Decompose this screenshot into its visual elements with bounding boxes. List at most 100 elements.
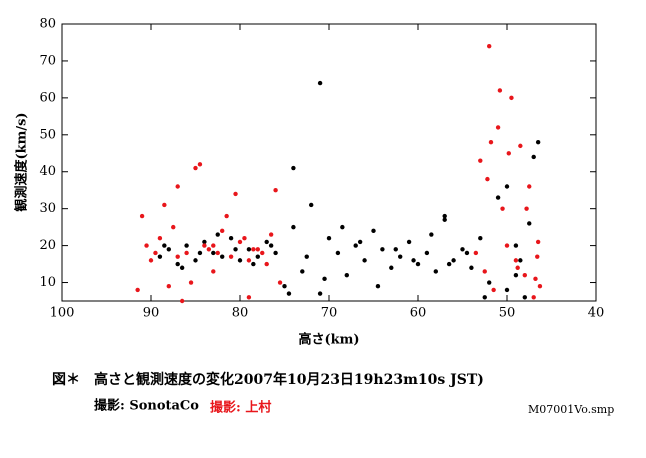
scatter-point [211,269,216,274]
scatter-point [228,254,234,259]
scatter-point [202,243,207,248]
scatter-point [255,254,260,259]
y-tick-label: 30 [39,201,56,216]
y-tick-label: 50 [39,127,56,142]
scatter-point [504,184,510,189]
legend-label: 撮影: SonotaCo [94,398,199,414]
scatter-point [246,258,252,263]
scatter-point [424,250,430,256]
scatter-point [362,258,367,263]
scatter-point [497,88,503,93]
scatter-point [460,247,465,252]
scatter-point [188,280,194,285]
scatter-point [193,165,198,171]
scatter-point [482,269,487,274]
scatter-point [527,221,532,226]
scatter-point [442,213,447,219]
scatter-point [411,258,416,263]
scatter-point [357,239,363,245]
scatter-point [433,269,438,274]
scatter-point [446,261,452,267]
y-tick-label: 20 [39,238,56,253]
x-tick-label: 60 [410,306,427,321]
scatter-point [197,162,203,167]
legend-label: 撮影: 上村 [210,400,271,416]
scatter-point [304,254,309,259]
scatter-point [375,284,381,289]
scatter-point [335,250,341,256]
scatter-point [531,295,536,300]
scatter-point [429,232,434,237]
scatter-point [139,213,145,219]
x-tick-label: 100 [50,306,75,321]
scatter-point [228,236,234,241]
scatter-point [251,247,256,252]
scatter-point [393,247,398,252]
scatter-point [469,265,474,270]
scatter-point [277,280,283,285]
file-label: M07001Vo.smp [528,403,614,416]
scatter-point [162,243,167,248]
scatter-point [215,250,220,256]
scatter-point [291,224,296,230]
scatter-point [513,272,519,278]
scatter-point [286,291,292,296]
scatter-point [273,250,278,256]
scatter-point [513,243,519,248]
scatter-point [268,243,274,248]
y-tick-label: 60 [39,90,56,105]
scatter-point [478,236,483,241]
scatter-point [451,258,456,263]
scatter-point [478,158,483,163]
scatter-point [398,254,403,259]
scatter-point [531,154,536,160]
scatter-point [215,232,220,237]
scatter-point [506,151,511,156]
scatter-point [135,287,140,293]
scatter-point [179,265,185,270]
scatter-point [482,295,487,300]
scatter-point [260,250,265,256]
scatter-point [504,243,510,248]
scatter-point [524,206,529,211]
scatter-point [491,287,496,293]
x-axis-label: 高さ(km) [298,332,359,348]
scatter-point [487,280,492,285]
scatter-point [175,254,180,259]
x-tick-label: 80 [232,306,249,321]
scatter-point [157,254,163,259]
y-tick-label: 70 [39,53,56,68]
scatter-point [157,236,163,241]
scatter-point [406,239,412,245]
scatter-point [273,188,278,193]
scatter-point [371,228,376,234]
scatter-point [211,243,216,248]
scatter-point [291,165,296,171]
scatter-point [242,236,247,241]
scatter-point [522,295,527,300]
y-tick-label: 80 [39,17,56,32]
scatter-point [255,247,260,252]
scatter-point [513,258,519,263]
caption: 図＊ 高さと観測速度の変化2007年10月23日19h23m10s JST) [52,371,484,388]
scatter-point [300,269,305,274]
x-tick-label: 50 [499,306,516,321]
scatter-point [473,250,479,256]
scatter-point [148,258,154,263]
scatter-point [246,247,252,252]
scatter-point [184,243,189,248]
scatter-point [464,250,470,256]
scatter-point [535,254,540,259]
y-tick-label: 40 [39,164,56,179]
scatter-point [144,243,149,248]
scatter-point [504,287,510,293]
scatter-point [206,247,212,252]
scatter-point [268,232,274,237]
scatter-point [233,247,238,252]
y-tick-label: 10 [39,275,56,290]
scatter-point [487,43,492,49]
scatter-point [184,250,189,256]
scatter-point [166,247,171,252]
scatter-point [527,184,532,189]
scatter-point [237,258,243,263]
